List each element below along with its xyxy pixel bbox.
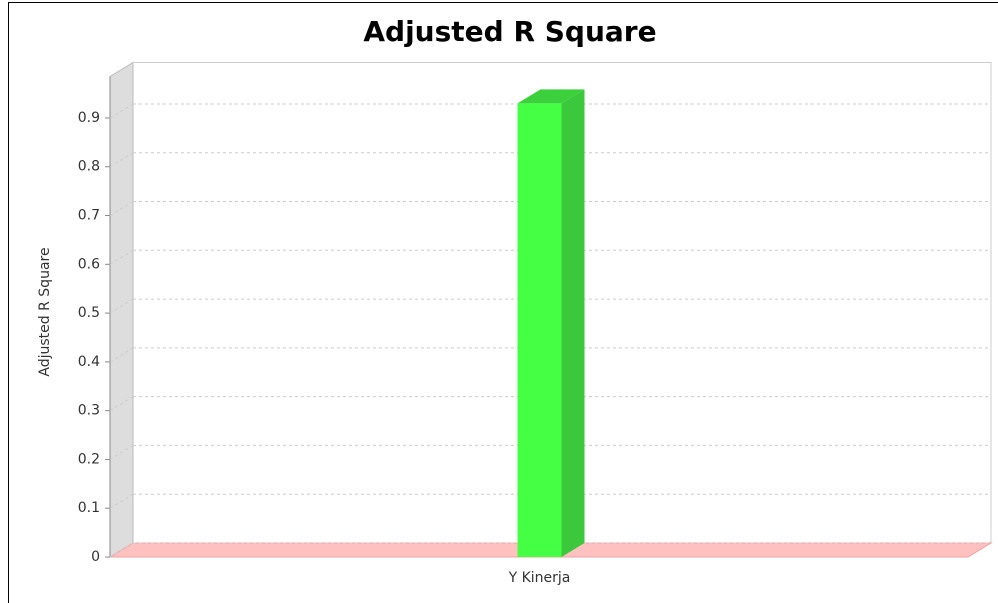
y-tick-label: 0.7	[78, 208, 100, 224]
y-axis-label: Adjusted R Square	[37, 247, 53, 376]
y-tick-label: 0.6	[78, 256, 100, 272]
y-tick-label: 0.4	[78, 354, 100, 370]
grid-line	[109, 201, 134, 216]
y-tick-label: 0.3	[78, 403, 100, 419]
bar	[517, 89, 585, 557]
grid-line	[109, 493, 134, 509]
x-tick-label: Y Kinerja	[508, 570, 571, 586]
bar-top	[517, 89, 585, 104]
bar-side	[561, 89, 585, 557]
y-tick-label: 0.5	[78, 305, 100, 321]
grid-line	[109, 103, 134, 119]
grid-line	[109, 152, 134, 168]
y-tick-label: 0	[91, 549, 100, 565]
grid-line	[109, 445, 134, 460]
left-wall	[109, 61, 134, 558]
grid-line	[109, 542, 134, 558]
y-tick-label: 0.8	[78, 159, 100, 175]
chart-title: Adjusted R Square	[363, 15, 656, 48]
grid-line	[109, 249, 134, 265]
y-tick-label: 0.2	[78, 451, 100, 467]
grid-line	[109, 396, 134, 412]
y-tick-label: 0.1	[78, 500, 100, 516]
bar-front	[517, 103, 562, 557]
grid-line	[109, 298, 134, 314]
grid-line	[109, 347, 134, 363]
y-tick-label: 0.9	[78, 110, 100, 126]
